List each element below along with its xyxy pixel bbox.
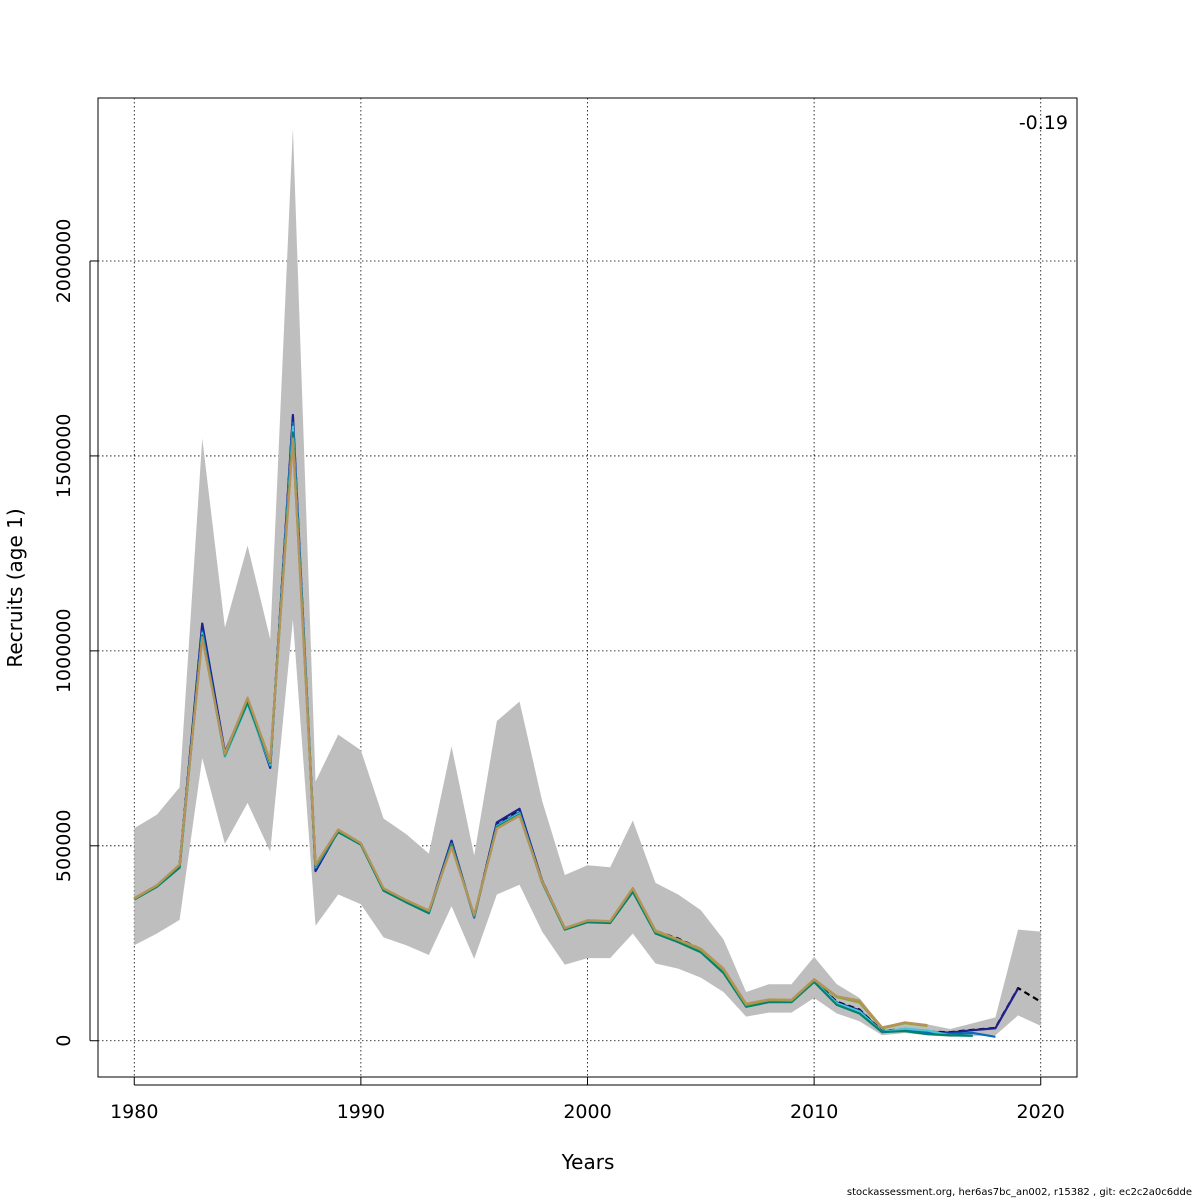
y-tick-label: 500000 [53, 810, 75, 883]
correlation-annotation: -0.19 [1019, 112, 1068, 134]
y-tick-label: 2000000 [53, 219, 75, 304]
grid-lines [98, 98, 1077, 1077]
x-axis-title: Years [561, 1150, 615, 1174]
ci-band [134, 128, 1041, 1037]
y-tick-label: 0 [53, 1035, 75, 1047]
source-footer: stockassessment.org, her6as7bc_an002, r1… [847, 1187, 1192, 1198]
y-tick-label: 1500000 [53, 414, 75, 499]
y-axis-title: Recruits (age 1) [3, 508, 27, 667]
x-tick-label: 2000 [563, 1101, 611, 1123]
confidence-band [134, 128, 1041, 1037]
series-lines [133, 413, 1042, 1038]
y-tick-label: 1000000 [53, 609, 75, 694]
x-tick-label: 2020 [1017, 1101, 1065, 1123]
x-tick-label: 1980 [110, 1101, 158, 1123]
series-line-7 [133, 439, 928, 1029]
x-tick-label: 1990 [337, 1101, 385, 1123]
x-tick-label: 2010 [790, 1101, 838, 1123]
axes: 1980 1990 2000 2010 2020 0 500000 1000000 150000… [53, 219, 1065, 1123]
